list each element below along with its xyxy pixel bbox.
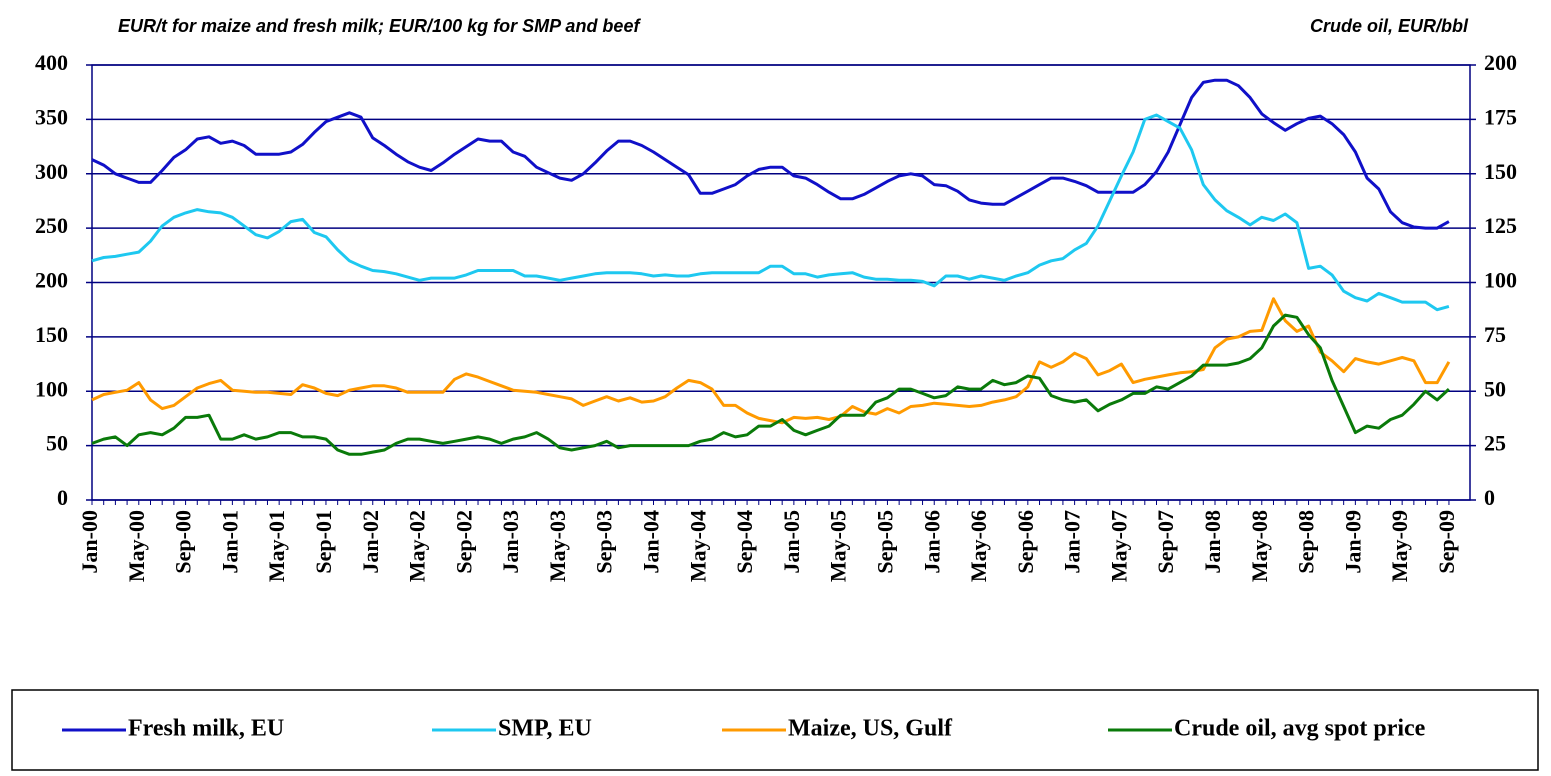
x-tick-label: Sep-04 xyxy=(732,510,757,574)
x-tick-label: May-07 xyxy=(1106,510,1131,582)
x-tick-label: May-05 xyxy=(826,510,851,582)
y2-tick-label: 175 xyxy=(1484,104,1517,129)
x-tick-label: Sep-02 xyxy=(451,510,476,574)
x-tick-label: Jan-00 xyxy=(77,510,102,574)
legend-label: Fresh milk, EU xyxy=(128,716,284,742)
y2-tick-label: 50 xyxy=(1484,376,1506,401)
x-tick-label: Sep-09 xyxy=(1434,510,1459,574)
x-tick-label: Jan-02 xyxy=(358,510,383,574)
y-tick-label: 250 xyxy=(35,213,68,238)
y-tick-label: 0 xyxy=(57,485,68,510)
y-tick-label: 50 xyxy=(46,431,68,456)
y-tick-label: 100 xyxy=(35,376,68,401)
plot-frame xyxy=(91,64,1471,501)
y-tick-label: 150 xyxy=(35,322,68,347)
x-tick-label: May-02 xyxy=(405,510,430,582)
x-tick-label: Sep-05 xyxy=(872,510,897,574)
y-tick-label: 300 xyxy=(35,159,68,184)
x-tick-label: May-04 xyxy=(685,510,710,582)
y2-tick-label: 150 xyxy=(1484,159,1517,184)
x-tick-label: May-01 xyxy=(264,510,289,582)
x-tick-label: Sep-00 xyxy=(171,510,196,574)
y-tick-label: 350 xyxy=(35,104,68,129)
legend-label: SMP, EU xyxy=(498,716,592,742)
series-line xyxy=(91,113,1450,312)
x-tick-label: Sep-06 xyxy=(1013,510,1038,574)
series-line xyxy=(91,297,1451,425)
y2-tick-label: 0 xyxy=(1484,485,1495,510)
y2-tick-label: 125 xyxy=(1484,213,1517,238)
legend-label: Crude oil, avg spot price xyxy=(1174,716,1426,742)
x-tick-label: Jan-05 xyxy=(779,510,804,574)
x-tick-label: Jan-07 xyxy=(1060,510,1085,574)
x-tick-label: Sep-07 xyxy=(1153,510,1178,574)
x-tick-label: May-03 xyxy=(545,510,570,582)
x-tick-label: May-06 xyxy=(966,510,991,582)
y2-tick-label: 75 xyxy=(1484,322,1506,347)
x-tick-label: Sep-01 xyxy=(311,510,336,574)
x-tick-label: May-00 xyxy=(124,510,149,582)
y2-tick-label: 200 xyxy=(1484,50,1517,75)
series-line xyxy=(91,78,1450,230)
x-tick-label: May-08 xyxy=(1247,510,1272,582)
y-axis-label: EUR/t for maize and fresh milk; EUR/100 … xyxy=(118,16,641,36)
x-tick-label: Jan-01 xyxy=(217,510,242,574)
x-tick-label: Jan-06 xyxy=(919,510,944,574)
y2-tick-label: 100 xyxy=(1484,268,1517,293)
series-line xyxy=(91,313,1450,456)
x-tick-label: Jan-09 xyxy=(1340,510,1365,574)
x-tick-label: Jan-04 xyxy=(639,510,664,574)
x-tick-label: Jan-08 xyxy=(1200,510,1225,574)
x-tick-label: Sep-03 xyxy=(592,510,617,574)
y2-tick-label: 25 xyxy=(1484,431,1506,456)
y-tick-label: 400 xyxy=(35,50,68,75)
x-tick-label: May-09 xyxy=(1387,510,1412,582)
x-tick-label: Jan-03 xyxy=(498,510,523,574)
x-tick-label: Sep-08 xyxy=(1294,510,1319,574)
legend-label: Maize, US, Gulf xyxy=(788,716,953,742)
y-tick-label: 200 xyxy=(35,268,68,293)
y2-axis-label: Crude oil, EUR/bbl xyxy=(1310,16,1469,36)
